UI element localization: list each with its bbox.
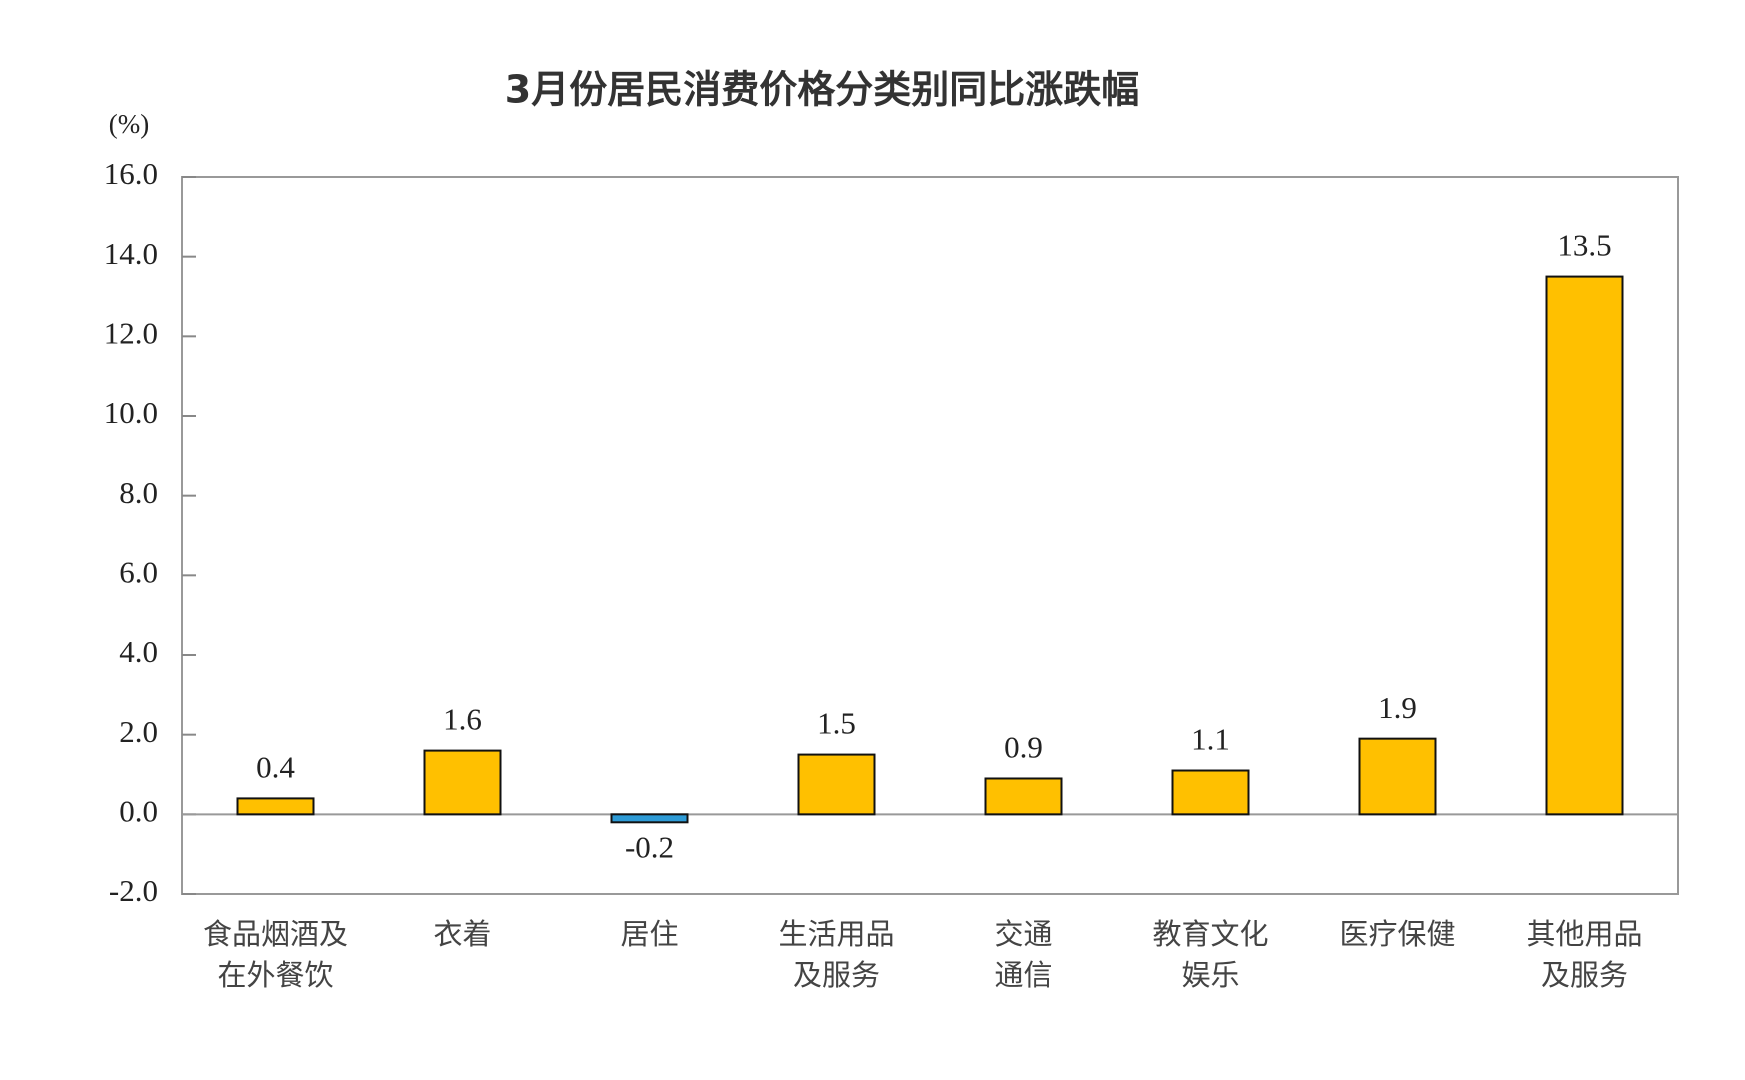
- data-label: 1.9: [1378, 690, 1417, 725]
- x-tick-label: 在外餐饮: [217, 958, 333, 992]
- chart-title: 3月份居民消费价格分类别同比涨跌幅: [505, 68, 1139, 112]
- x-tick-label: 衣着: [433, 917, 491, 951]
- y-tick-label: 14.0: [104, 236, 158, 271]
- x-tick-label: 居住: [620, 917, 678, 951]
- x-tick-label: 及服务: [793, 958, 880, 992]
- data-label: 1.5: [817, 706, 856, 741]
- bar: [1545, 275, 1624, 816]
- y-tick-label: 6.0: [119, 554, 158, 589]
- x-tick-label: 食品烟酒及: [203, 917, 348, 951]
- bar: [423, 749, 502, 816]
- x-tick-label: 及服务: [1541, 958, 1628, 992]
- data-label: 1.6: [443, 702, 482, 737]
- y-tick-label: 4.0: [119, 634, 158, 669]
- plot-frame: [181, 176, 1679, 895]
- bar: [984, 777, 1063, 816]
- data-label: 0.4: [256, 750, 295, 785]
- y-tick-label: 8.0: [119, 475, 158, 510]
- x-tick-label: 其他用品: [1526, 917, 1642, 951]
- bar: [1171, 769, 1250, 816]
- data-label: 0.9: [1004, 730, 1043, 765]
- y-tick-label: 12.0: [104, 315, 158, 350]
- y-axis-label: (%): [109, 109, 149, 139]
- y-tick-label: 10.0: [104, 395, 158, 430]
- data-label: 13.5: [1557, 228, 1611, 263]
- y-tick-label: -2.0: [109, 873, 158, 908]
- data-label: 1.1: [1191, 722, 1230, 757]
- x-tick-label: 通信: [994, 958, 1052, 992]
- bar: [1358, 737, 1437, 816]
- x-tick-label: 医疗保健: [1339, 917, 1455, 951]
- x-tick-label: 交通: [994, 917, 1052, 951]
- bar: [610, 813, 689, 824]
- x-tick-label: 生活用品: [778, 917, 894, 951]
- x-tick-label: 教育文化: [1152, 917, 1268, 951]
- x-tick-label: 娱乐: [1181, 958, 1239, 992]
- y-tick-label: 2.0: [119, 714, 158, 749]
- y-tick-label: 0.0: [119, 793, 158, 828]
- data-label: -0.2: [625, 829, 674, 864]
- y-tick-label: 16.0: [104, 156, 158, 191]
- bar: [797, 753, 876, 816]
- bar: [236, 797, 315, 816]
